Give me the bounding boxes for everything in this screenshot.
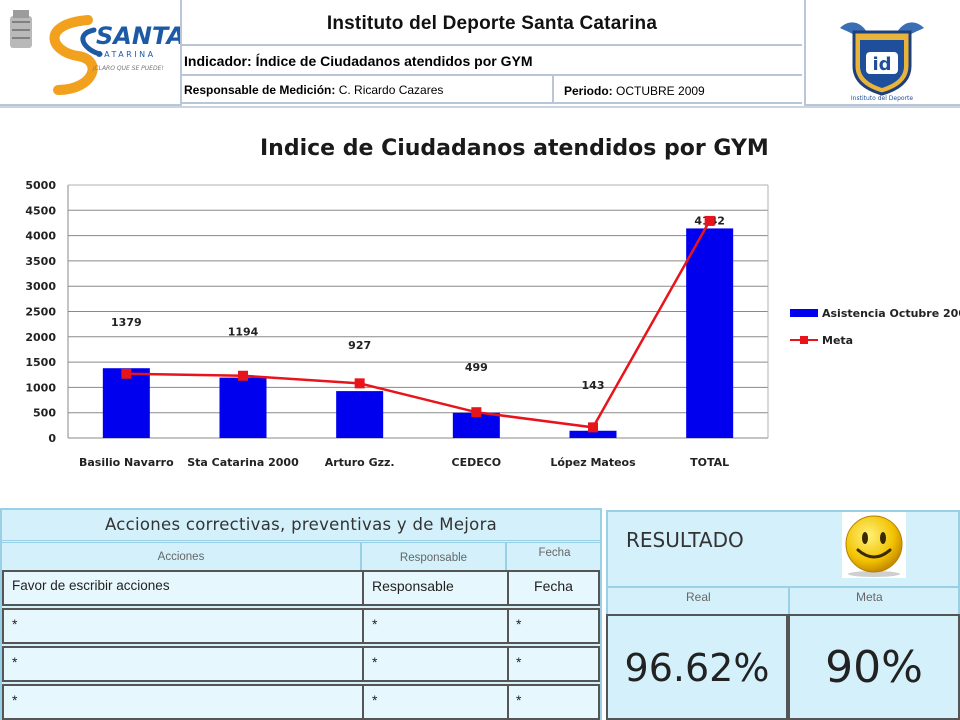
legend-swatch-asistencia (790, 309, 818, 317)
resultado-divider (606, 586, 960, 588)
x-category-label: TOTAL (690, 456, 729, 469)
chart-title: Indice de Ciudadanos atendidos por GYM (260, 136, 769, 161)
logo-catarina-text: CATARINA (96, 50, 156, 59)
meta-point (704, 215, 715, 226)
col-header-acciones: Acciones (157, 551, 205, 563)
responsable-row: Responsable de Medición: C. Ricardo Caza… (182, 76, 554, 104)
responsable-cell[interactable]: * (372, 616, 378, 632)
meta-point (354, 378, 365, 389)
indicator-label: Indicador: (184, 53, 252, 69)
x-category-label: Arturo Gzz. (325, 456, 395, 469)
resultado-label: RESULTADO (626, 528, 744, 552)
col-header-fecha: Fecha (538, 547, 571, 559)
bar (219, 377, 267, 438)
instituto-deporte-logo-icon: id Instituto del Deporte (840, 22, 924, 102)
col-header-meta: Meta (856, 590, 883, 604)
y-tick-label: 3500 (25, 255, 56, 268)
responsable-label: Responsable de Medición: (184, 83, 336, 97)
instituto-deporte-logo: id Instituto del Deporte (804, 0, 960, 106)
periodo-label: Periodo: (564, 84, 613, 98)
responsable-cell[interactable]: * (372, 692, 378, 708)
data-label: 1379 (111, 316, 142, 329)
accion-cell[interactable]: * (12, 654, 18, 670)
legend-marker-meta (800, 336, 808, 344)
fecha-cell[interactable]: Fecha (534, 578, 573, 594)
meta-point (588, 422, 598, 433)
y-tick-label: 4000 (25, 230, 56, 243)
y-tick-label: 0 (48, 432, 56, 445)
header-divider (0, 106, 960, 108)
meta-point (238, 370, 248, 381)
gym-attendance-chart: 0 500 1000 1500 2000 2500 3000 3500 4000 4500 5000… (25, 179, 960, 469)
table-row[interactable]: * * * (2, 646, 600, 682)
logo-slogan-text: ¡CLARO QUE SE PUEDE! (92, 65, 164, 72)
real-value: 96.62% (606, 614, 788, 720)
fecha-cell[interactable]: * (516, 692, 522, 708)
bar (569, 430, 617, 438)
x-category-label: López Mateos (550, 456, 636, 469)
report-header: SANTA CATARINA ¡CLARO QUE SE PUEDE! Inst… (0, 0, 960, 106)
y-tick-label: 1000 (25, 381, 56, 394)
meta-point (121, 368, 132, 379)
table-row[interactable]: * * * (2, 684, 600, 720)
x-category-label: Sta Catarina 2000 (187, 456, 299, 469)
logo-santa-text: SANTA (96, 22, 180, 50)
municipio-logo: SANTA CATARINA ¡CLARO QUE SE PUEDE! (0, 0, 185, 106)
responsable-cell[interactable]: * (372, 654, 378, 670)
accion-cell[interactable]: * (12, 616, 18, 632)
page-title: Instituto del Deporte Santa Catarina (182, 0, 802, 46)
data-label: 927 (348, 339, 371, 352)
col-header-responsable: Responsable (399, 552, 468, 564)
meta-line (126, 220, 711, 429)
responsable-value: C. Ricardo Cazares (338, 83, 444, 97)
y-tick-label: 2000 (25, 331, 56, 344)
periodo-row: Periodo: OCTUBRE 2009 (554, 76, 802, 104)
bar (102, 368, 150, 438)
y-tick-label: 5000 (25, 179, 56, 192)
accion-cell[interactable]: Favor de escribir acciones (12, 578, 170, 593)
x-category-label: Basilio Navarro (79, 456, 174, 469)
smiley-face-icon (842, 512, 906, 578)
col-header-real: Real (686, 590, 711, 604)
legend-label-meta: Meta (822, 334, 853, 347)
y-tick-label: 500 (33, 407, 56, 420)
meta-point (471, 407, 482, 418)
periodo-value: OCTUBRE 2009 (616, 84, 705, 98)
x-category-label: CEDECO (452, 456, 502, 469)
data-label: 499 (465, 361, 488, 374)
table-row[interactable]: * * * (2, 608, 600, 644)
responsable-cell[interactable]: Responsable (372, 578, 454, 594)
data-label: 143 (582, 379, 605, 392)
logo-id-text: id (872, 54, 891, 75)
logo-instituto-caption: Instituto del Deporte (851, 95, 913, 102)
y-tick-label: 4500 (25, 204, 56, 217)
bar (336, 391, 384, 438)
data-label: 1194 (228, 326, 259, 339)
indicator-value: Índice de Ciudadanos atendidos por GYM (255, 53, 533, 69)
fecha-cell[interactable]: * (516, 654, 522, 670)
bar (686, 228, 734, 438)
santa-catarina-logo-icon: SANTA CATARINA ¡CLARO QUE SE PUEDE! (10, 10, 185, 95)
accion-cell[interactable]: * (12, 692, 18, 708)
acciones-title: Acciones correctivas, preventivas y de M… (2, 510, 600, 541)
meta-value: 90% (788, 614, 960, 720)
y-tick-label: 1500 (25, 356, 56, 369)
indicator-row: Indicador: Índice de Ciudadanos atendido… (182, 46, 802, 76)
table-row[interactable]: Favor de escribir acciones Responsable Fec… (2, 570, 600, 606)
legend-label-asistencia: Asistencia Octubre 2009 (822, 307, 960, 320)
fecha-cell[interactable]: * (516, 616, 522, 632)
y-tick-label: 2500 (25, 306, 56, 319)
y-tick-label: 3000 (25, 280, 56, 293)
